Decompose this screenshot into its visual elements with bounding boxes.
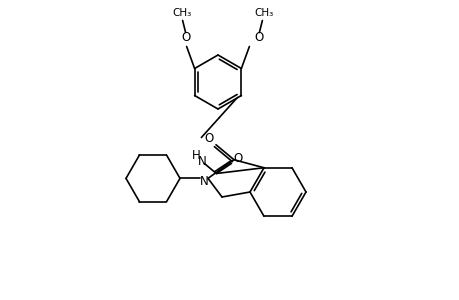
Text: N: N xyxy=(197,155,206,168)
Text: H: H xyxy=(191,149,200,162)
Text: O: O xyxy=(180,31,190,44)
Text: O: O xyxy=(204,132,213,145)
Text: O: O xyxy=(254,31,263,44)
Text: O: O xyxy=(233,152,242,165)
Text: N: N xyxy=(199,175,208,188)
Text: CH₃: CH₃ xyxy=(172,8,191,17)
Text: CH₃: CH₃ xyxy=(254,8,274,17)
